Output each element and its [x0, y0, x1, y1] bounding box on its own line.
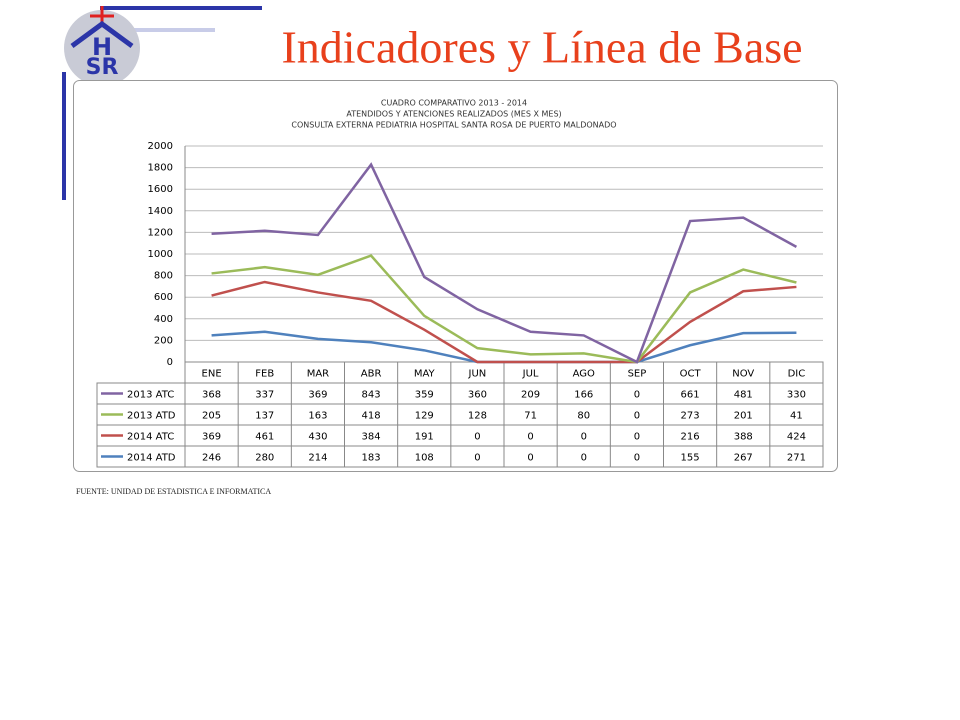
table-value: 337	[255, 390, 274, 401]
chart-title: CUADRO COMPARATIVO 2013 - 2014	[381, 99, 527, 108]
table-value: 216	[681, 432, 700, 443]
slide-title: Indicadores y Línea de Base	[281, 22, 802, 73]
table-value: 359	[415, 390, 434, 401]
table-value: 205	[202, 411, 221, 422]
table-value: 246	[202, 453, 221, 464]
series-line	[211, 162, 798, 364]
table-value: 166	[574, 390, 593, 401]
table-value: 369	[202, 432, 221, 443]
y-tick-label: 400	[154, 314, 173, 325]
table-value: 108	[415, 453, 434, 464]
source-note: FUENTE: UNIDAD DE ESTADISTICA E INFORMAT…	[76, 487, 271, 496]
table-value: 461	[255, 432, 274, 443]
y-tick-label: 1600	[148, 184, 173, 195]
table-value: 280	[255, 453, 274, 464]
table-value: 128	[468, 411, 487, 422]
table-value: 0	[581, 432, 587, 443]
y-tick-label: 2000	[148, 141, 173, 152]
table-value: 0	[527, 432, 533, 443]
table-value: 0	[634, 411, 640, 422]
legend-label: 2014 ATC	[127, 432, 174, 443]
y-tick-label: 1000	[148, 249, 173, 260]
table-value: 201	[734, 411, 753, 422]
y-tick-label: 0	[167, 357, 173, 368]
chart-title: CONSULTA EXTERNA PEDIATRIA HOSPITAL SANT…	[291, 121, 616, 130]
table-value: 155	[681, 453, 700, 464]
x-tick-label: MAY	[414, 369, 436, 380]
table-value: 388	[734, 432, 753, 443]
table-value: 0	[634, 390, 640, 401]
legend-label: 2014 ATD	[127, 453, 176, 464]
x-tick-label: JUL	[522, 369, 539, 380]
table-value: 129	[415, 411, 434, 422]
logo	[64, 10, 140, 86]
y-tick-label: 600	[154, 292, 173, 303]
table-value: 843	[362, 390, 381, 401]
table-value: 267	[734, 453, 753, 464]
table-value: 0	[474, 432, 480, 443]
table-value: 71	[524, 411, 537, 422]
table-value: 163	[308, 411, 327, 422]
table-value: 214	[308, 453, 327, 464]
chart: CUADRO COMPARATIVO 2013 - 2014 ATENDIDOS …	[96, 99, 824, 468]
x-tick-label: MAR	[307, 369, 329, 380]
logo-text: SR	[86, 55, 119, 80]
legend-label: 2013 ATD	[127, 411, 176, 422]
table-value: 183	[362, 453, 381, 464]
table-value: 0	[581, 453, 587, 464]
x-tick-label: DIC	[788, 369, 806, 380]
table-value: 418	[362, 411, 381, 422]
x-tick-label: JUN	[468, 369, 487, 380]
table-value: 80	[577, 411, 590, 422]
table-value: 137	[255, 411, 274, 422]
chart-title: ATENDIDOS Y ATENCIONES REALIZADOS (MES X…	[346, 110, 561, 119]
x-tick-label: NOV	[732, 369, 754, 380]
logo-roof	[70, 20, 134, 49]
table-value: 0	[634, 432, 640, 443]
x-tick-label: FEB	[255, 369, 274, 380]
x-tick-label: ENE	[202, 369, 222, 380]
table-value: 424	[787, 432, 806, 443]
x-tick-label: OCT	[680, 369, 702, 380]
table-value: 661	[681, 390, 700, 401]
y-tick-label: 1200	[148, 227, 173, 238]
y-tick-label: 1400	[148, 206, 173, 217]
table-value: 209	[521, 390, 540, 401]
legend-label: 2013 ATC	[127, 390, 174, 401]
series-line	[211, 254, 797, 364]
series-line	[211, 280, 797, 364]
x-tick-label: ABR	[361, 369, 382, 380]
x-tick-label: SEP	[628, 369, 647, 380]
table-value: 273	[681, 411, 700, 422]
table-value: 330	[787, 390, 806, 401]
table-value: 360	[468, 390, 487, 401]
y-tick-label: 1800	[148, 163, 173, 174]
table-value: 481	[734, 390, 753, 401]
logo-text: H	[92, 33, 112, 61]
table-value: 0	[527, 453, 533, 464]
table-value: 430	[308, 432, 327, 443]
table-value: 191	[415, 432, 434, 443]
x-tick-label: AGO	[573, 369, 595, 380]
table-value: 368	[202, 390, 221, 401]
y-tick-label: 800	[154, 271, 173, 282]
y-tick-label: 200	[154, 335, 173, 346]
table-value: 271	[787, 453, 806, 464]
table-value: 0	[634, 453, 640, 464]
table-value: 369	[308, 390, 327, 401]
table-value: 0	[474, 453, 480, 464]
table-value: 41	[790, 411, 803, 422]
table-value: 384	[362, 432, 381, 443]
